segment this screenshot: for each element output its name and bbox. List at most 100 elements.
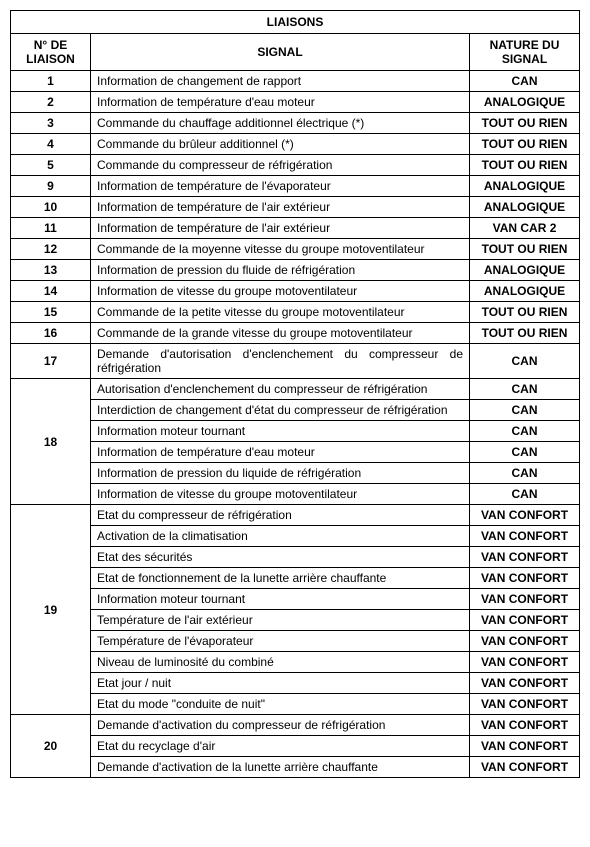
signal-cell: Information de vitesse du groupe motoven… xyxy=(91,281,470,302)
signal-cell: Etat du recyclage d'air xyxy=(91,736,470,757)
liaisons-table: LIAISONS N° DE LIAISON SIGNAL NATURE DU … xyxy=(10,10,580,778)
liaison-number: 14 xyxy=(11,281,91,302)
liaison-number: 5 xyxy=(11,155,91,176)
nature-cell: VAN CONFORT xyxy=(470,568,580,589)
table-title: LIAISONS xyxy=(11,11,580,34)
liaison-number: 18 xyxy=(11,379,91,505)
signal-cell: Commande du brûleur additionnel (*) xyxy=(91,134,470,155)
table-row: Niveau de luminosité du combinéVAN CONFO… xyxy=(11,652,580,673)
table-row: 18Autorisation d'enclenchement du compre… xyxy=(11,379,580,400)
signal-cell: Demande d'autorisation d'enclenchement d… xyxy=(91,344,470,379)
signal-cell: Information de vitesse du groupe motoven… xyxy=(91,484,470,505)
nature-cell: TOUT OU RIEN xyxy=(470,302,580,323)
signal-cell: Température de l'évaporateur xyxy=(91,631,470,652)
signal-cell: Etat des sécurités xyxy=(91,547,470,568)
col-header-signal: SIGNAL xyxy=(91,34,470,71)
table-row: 20Demande d'activation du compresseur de… xyxy=(11,715,580,736)
signal-cell: Etat du compresseur de réfrigération xyxy=(91,505,470,526)
signal-cell: Commande du chauffage additionnel électr… xyxy=(91,113,470,134)
table-row: Information de température d'eau moteurC… xyxy=(11,442,580,463)
nature-cell: CAN xyxy=(470,484,580,505)
table-row: 13Information de pression du fluide de r… xyxy=(11,260,580,281)
nature-cell: TOUT OU RIEN xyxy=(470,134,580,155)
table-row: Activation de la climatisationVAN CONFOR… xyxy=(11,526,580,547)
table-row: 2Information de température d'eau moteur… xyxy=(11,92,580,113)
signal-cell: Activation de la climatisation xyxy=(91,526,470,547)
liaison-number: 16 xyxy=(11,323,91,344)
liaison-number: 1 xyxy=(11,71,91,92)
nature-cell: VAN CONFORT xyxy=(470,505,580,526)
nature-cell: CAN xyxy=(470,400,580,421)
table-header-row: N° DE LIAISON SIGNAL NATURE DU SIGNAL xyxy=(11,34,580,71)
nature-cell: VAN CONFORT xyxy=(470,547,580,568)
table-row: Information de pression du liquide de ré… xyxy=(11,463,580,484)
nature-cell: VAN CONFORT xyxy=(470,694,580,715)
table-row: Interdiction de changement d'état du com… xyxy=(11,400,580,421)
table-row: 16Commande de la grande vitesse du group… xyxy=(11,323,580,344)
table-row: Etat du recyclage d'airVAN CONFORT xyxy=(11,736,580,757)
signal-cell: Information de température de l'évaporat… xyxy=(91,176,470,197)
table-row: Information moteur tournantVAN CONFORT xyxy=(11,589,580,610)
table-row: Température de l'évaporateurVAN CONFORT xyxy=(11,631,580,652)
liaison-number: 15 xyxy=(11,302,91,323)
signal-cell: Autorisation d'enclenchement du compress… xyxy=(91,379,470,400)
nature-cell: CAN xyxy=(470,442,580,463)
nature-cell: VAN CONFORT xyxy=(470,757,580,778)
liaison-number: 9 xyxy=(11,176,91,197)
nature-cell: VAN CONFORT xyxy=(470,715,580,736)
nature-cell: VAN CONFORT xyxy=(470,589,580,610)
nature-cell: CAN xyxy=(470,344,580,379)
nature-cell: VAN CONFORT xyxy=(470,673,580,694)
table-row: 1Information de changement de rapportCAN xyxy=(11,71,580,92)
signal-cell: Commande de la moyenne vitesse du groupe… xyxy=(91,239,470,260)
nature-cell: CAN xyxy=(470,463,580,484)
nature-cell: VAN CONFORT xyxy=(470,610,580,631)
signal-cell: Information de pression du fluide de réf… xyxy=(91,260,470,281)
table-row: Température de l'air extérieurVAN CONFOR… xyxy=(11,610,580,631)
liaison-number: 17 xyxy=(11,344,91,379)
liaison-number: 3 xyxy=(11,113,91,134)
nature-cell: CAN xyxy=(470,71,580,92)
table-row: 15Commande de la petite vitesse du group… xyxy=(11,302,580,323)
table-row: 12Commande de la moyenne vitesse du grou… xyxy=(11,239,580,260)
nature-cell: CAN xyxy=(470,379,580,400)
table-row: Demande d'activation de la lunette arriè… xyxy=(11,757,580,778)
col-header-nature: NATURE DU SIGNAL xyxy=(470,34,580,71)
signal-cell: Information de température de l'air exté… xyxy=(91,197,470,218)
table-body: 1Information de changement de rapportCAN… xyxy=(11,71,580,778)
liaison-number: 2 xyxy=(11,92,91,113)
signal-cell: Information moteur tournant xyxy=(91,421,470,442)
table-row: Etat des sécuritésVAN CONFORT xyxy=(11,547,580,568)
table-row: 11Information de température de l'air ex… xyxy=(11,218,580,239)
table-row: 5Commande du compresseur de réfrigératio… xyxy=(11,155,580,176)
table-row: 14Information de vitesse du groupe motov… xyxy=(11,281,580,302)
nature-cell: ANALOGIQUE xyxy=(470,176,580,197)
signal-cell: Etat jour / nuit xyxy=(91,673,470,694)
nature-cell: TOUT OU RIEN xyxy=(470,113,580,134)
nature-cell: ANALOGIQUE xyxy=(470,281,580,302)
liaison-number: 13 xyxy=(11,260,91,281)
table-row: Etat du mode "conduite de nuit"VAN CONFO… xyxy=(11,694,580,715)
nature-cell: VAN CONFORT xyxy=(470,652,580,673)
signal-cell: Information de température d'eau moteur xyxy=(91,442,470,463)
nature-cell: TOUT OU RIEN xyxy=(470,155,580,176)
table-row: Information moteur tournantCAN xyxy=(11,421,580,442)
liaison-number: 10 xyxy=(11,197,91,218)
signal-cell: Information de changement de rapport xyxy=(91,71,470,92)
signal-cell: Demande d'activation de la lunette arriè… xyxy=(91,757,470,778)
signal-cell: Commande du compresseur de réfrigération xyxy=(91,155,470,176)
table-row: 4Commande du brûleur additionnel (*)TOUT… xyxy=(11,134,580,155)
nature-cell: ANALOGIQUE xyxy=(470,260,580,281)
liaison-number: 4 xyxy=(11,134,91,155)
table-row: 17Demande d'autorisation d'enclenchement… xyxy=(11,344,580,379)
liaison-number: 12 xyxy=(11,239,91,260)
signal-cell: Commande de la grande vitesse du groupe … xyxy=(91,323,470,344)
signal-cell: Niveau de luminosité du combiné xyxy=(91,652,470,673)
signal-cell: Etat du mode "conduite de nuit" xyxy=(91,694,470,715)
signal-cell: Information de pression du liquide de ré… xyxy=(91,463,470,484)
signal-cell: Etat de fonctionnement de la lunette arr… xyxy=(91,568,470,589)
signal-cell: Information moteur tournant xyxy=(91,589,470,610)
signal-cell: Interdiction de changement d'état du com… xyxy=(91,400,470,421)
nature-cell: TOUT OU RIEN xyxy=(470,323,580,344)
table-title-row: LIAISONS xyxy=(11,11,580,34)
